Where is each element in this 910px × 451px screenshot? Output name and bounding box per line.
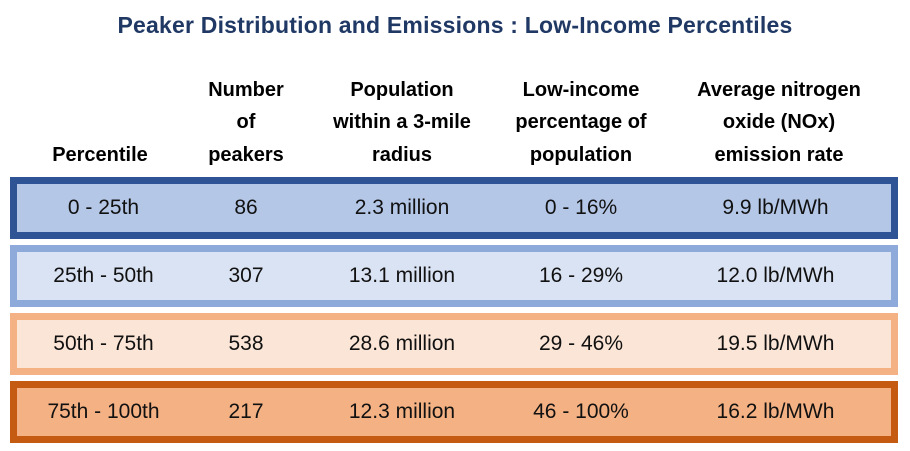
- table-cell-nox-rate: 12.0 lb/MWh: [716, 264, 835, 287]
- figure-title: Peaker Distribution and Emissions : Low-…: [117, 12, 793, 38]
- column-header-population-3-mile: Population within a 3-mile radius: [333, 78, 471, 166]
- table-cell-nox-rate: 19.5 lb/MWh: [716, 332, 835, 355]
- table-cell-low-income: 0 - 16%: [544, 196, 618, 219]
- table-row: 0 - 25th 86 2.3 million 0 - 16% 9.9 lb/M…: [10, 177, 898, 239]
- table-cell-percentile: 25th - 50th: [53, 264, 154, 287]
- column-header-percentile: Percentile: [52, 143, 148, 166]
- table-cell-low-income: 16 - 29%: [538, 264, 624, 287]
- table-cell-percentile: 50th - 75th: [53, 332, 154, 355]
- table-cell-percentile: 75th - 100th: [47, 400, 160, 423]
- table-cell-population: 13.1 million: [348, 264, 456, 287]
- table-cell-population: 2.3 million: [354, 196, 450, 219]
- column-header-number-of-peakers: Number of peakers: [208, 78, 284, 166]
- table-cell-nox-rate: 9.9 lb/MWh: [722, 196, 829, 219]
- table-cell-peakers: 217: [228, 400, 264, 423]
- column-header-low-income-percentage: Low-income percentage of population: [515, 78, 647, 166]
- table-cell-peakers: 538: [228, 332, 264, 355]
- table-cell-percentile: 0 - 25th: [67, 196, 140, 219]
- table-row: 75th - 100th 217 12.3 million 46 - 100% …: [10, 381, 898, 443]
- table-cell-population: 28.6 million: [348, 332, 456, 355]
- table-cell-peakers: 86: [234, 196, 258, 219]
- table-row: 50th - 75th 538 28.6 million 29 - 46% 19…: [10, 313, 898, 375]
- column-header-nox-emission-rate: Average nitrogen oxide (NOx) emission ra…: [697, 78, 861, 166]
- table-cell-population: 12.3 million: [348, 400, 456, 423]
- table-cell-nox-rate: 16.2 lb/MWh: [716, 400, 835, 423]
- table-cell-low-income: 46 - 100%: [533, 400, 629, 423]
- table-header-row: Percentile Number of peakers Population …: [10, 49, 898, 177]
- table-row: 25th - 50th 307 13.1 million 16 - 29% 12…: [10, 245, 898, 307]
- table-cell-low-income: 29 - 46%: [538, 332, 624, 355]
- table-cell-peakers: 307: [228, 264, 264, 287]
